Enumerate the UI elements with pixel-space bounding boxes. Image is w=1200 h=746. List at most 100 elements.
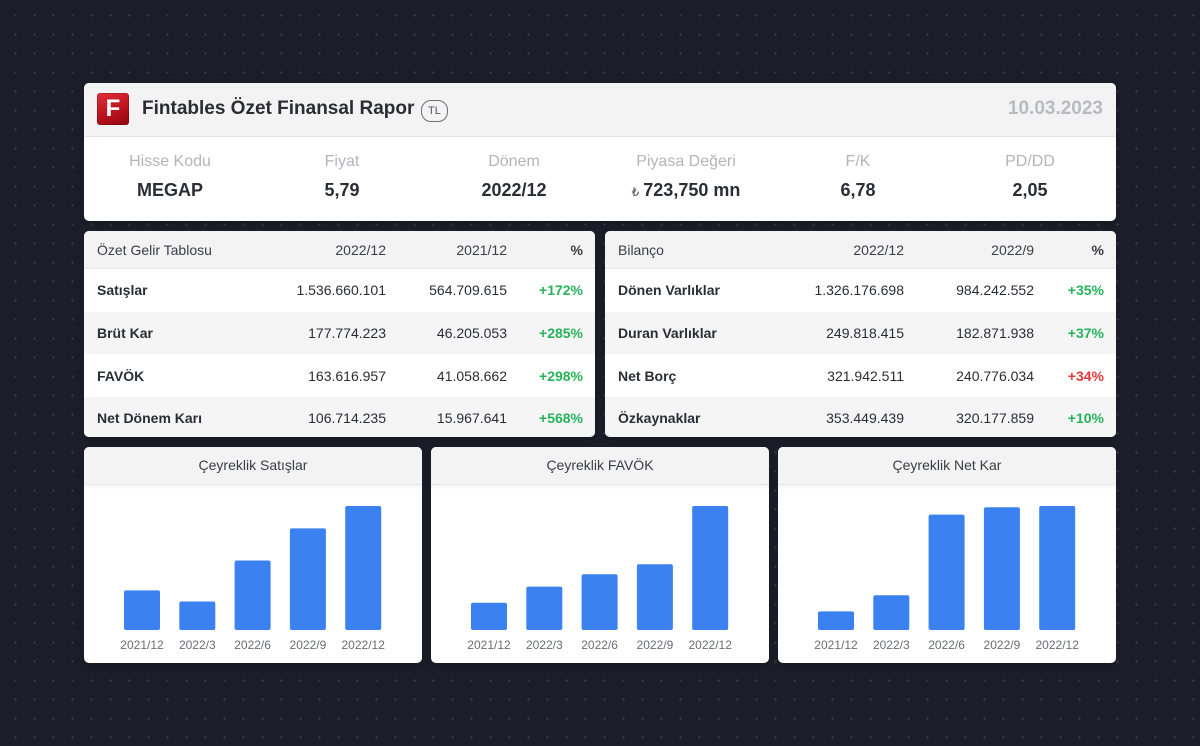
kpi-label: Hisse Kodu bbox=[129, 153, 211, 170]
bar-chart: 2021/12 2022/3 2022/6 2022/9 2022/12 bbox=[120, 506, 386, 652]
x-tick-label: 2021/12 bbox=[467, 638, 511, 652]
cell-value: 1.326.176.698 bbox=[814, 282, 904, 299]
bar-chart: 2021/12 2022/3 2022/6 2022/9 2022/12 bbox=[467, 506, 733, 652]
table-row: Brüt Kar 177.774.223 46.205.053 +285% bbox=[84, 311, 595, 355]
x-tick-label: 2022/3 bbox=[179, 638, 216, 652]
table-row: Net Dönem Karı 106.714.235 15.967.641 +5… bbox=[84, 397, 595, 437]
balance-sheet-table: Bilanço 2022/12 2022/9 % Dönen Varlıklar… bbox=[605, 231, 1116, 437]
row-label: Dönen Varlıklar bbox=[618, 282, 720, 299]
row-label: Net Borç bbox=[618, 367, 677, 384]
cell-value: 564.709.615 bbox=[429, 282, 507, 299]
cell-value: 46.205.053 bbox=[436, 325, 507, 342]
x-tick-label: 2022/12 bbox=[689, 638, 733, 652]
bar-2022/12 bbox=[345, 506, 382, 630]
kpi-value: 2022/12 bbox=[481, 180, 547, 200]
cell-value: 353.449.439 bbox=[826, 410, 904, 427]
row-label: Brüt Kar bbox=[97, 325, 154, 342]
kpi-label: PD/DD bbox=[1005, 153, 1055, 170]
kpi-label: F/K bbox=[845, 153, 871, 170]
quarterly-net-profit-chart: Çeyreklik Net Kar 2021/12 2022/3 2022/6 202… bbox=[778, 447, 1116, 663]
bar-2022/6 bbox=[928, 514, 965, 630]
row-label: FAVÖK bbox=[97, 367, 145, 384]
column-header: 2022/12 bbox=[335, 241, 386, 258]
cell-value: 321.942.511 bbox=[827, 367, 904, 384]
bar-2022/12 bbox=[1039, 506, 1076, 630]
lira-sign-icon: ₺ bbox=[631, 185, 640, 199]
chart-title: Çeyreklik Satışlar bbox=[84, 447, 422, 485]
fintables-logo-icon: F bbox=[97, 93, 129, 125]
kpi-pe-ratio: F/K 6,78 bbox=[772, 149, 944, 209]
x-tick-label: 2022/6 bbox=[928, 638, 965, 652]
kpi-value: 5,79 bbox=[324, 180, 360, 200]
bar-2022/9 bbox=[636, 564, 673, 630]
table-row: Dönen Varlıklar 1.326.176.698 984.242.55… bbox=[605, 269, 1116, 312]
kpi-label: Dönem bbox=[488, 153, 540, 170]
x-tick-label: 2022/6 bbox=[581, 638, 618, 652]
kpi-value: ₺ 723,750 mn bbox=[600, 175, 772, 205]
row-label: Duran Varlıklar bbox=[618, 325, 717, 342]
table-header: Bilanço 2022/12 2022/9 % bbox=[605, 231, 1116, 269]
cell-value: 249.818.415 bbox=[826, 325, 904, 342]
cell-value: 240.776.034 bbox=[956, 367, 1034, 384]
table-row: Satışlar 1.536.660.101 564.709.615 +172% bbox=[84, 269, 595, 312]
kpi-price: Fiyat 5,79 bbox=[256, 149, 428, 209]
change-percent: +172% bbox=[539, 282, 583, 299]
report-header: F Fintables Özet Finansal Rapor TL 10.03… bbox=[84, 83, 1116, 137]
cell-value: 182.871.938 bbox=[956, 325, 1034, 342]
quarterly-sales-chart: Çeyreklik Satışlar 2021/12 2022/3 2022/6 20… bbox=[84, 447, 422, 663]
cell-value: 320.177.859 bbox=[956, 410, 1034, 427]
change-percent: +10% bbox=[1067, 410, 1104, 427]
report-title: Fintables Özet Finansal Rapor bbox=[142, 98, 415, 119]
report-date: 10.03.2023 bbox=[1007, 98, 1103, 119]
cell-value: 41.058.662 bbox=[436, 367, 507, 384]
column-header: % bbox=[1091, 241, 1104, 258]
kpi-value: 2,05 bbox=[1012, 180, 1048, 200]
column-header: 2022/9 bbox=[991, 241, 1034, 258]
kpi-period: Dönem 2022/12 bbox=[428, 149, 600, 209]
bar-2022/12 bbox=[692, 506, 729, 630]
kpi-pb-ratio: PD/DD 2,05 bbox=[944, 149, 1116, 209]
cell-value: 984.242.552 bbox=[956, 282, 1034, 299]
table-row: Duran Varlıklar 249.818.415 182.871.938 … bbox=[605, 311, 1116, 355]
kpi-label: Piyasa Değeri bbox=[636, 153, 736, 170]
x-tick-label: 2022/12 bbox=[342, 638, 386, 652]
cell-value: 15.967.641 bbox=[436, 410, 507, 427]
bar-2022/3 bbox=[179, 601, 216, 630]
table-row: FAVÖK 163.616.957 41.058.662 +298% bbox=[84, 354, 595, 397]
x-tick-label: 2021/12 bbox=[120, 638, 164, 652]
column-header: 2021/12 bbox=[456, 241, 507, 258]
quarterly-favok-chart: Çeyreklik FAVÖK 2021/12 2022/3 2022/6 2022/… bbox=[431, 447, 769, 663]
summary-card: F Fintables Özet Finansal Rapor TL 10.03… bbox=[84, 83, 1116, 221]
column-header: 2022/12 bbox=[853, 241, 904, 258]
row-label: Özkaynaklar bbox=[618, 410, 701, 427]
bar-2022/3 bbox=[873, 595, 910, 630]
chart-title: Çeyreklik FAVÖK bbox=[431, 447, 769, 485]
x-tick-label: 2022/3 bbox=[526, 638, 563, 652]
table-row: Özkaynaklar 353.449.439 320.177.859 +10% bbox=[605, 397, 1116, 437]
change-percent: +568% bbox=[539, 410, 583, 427]
change-percent: +35% bbox=[1067, 282, 1104, 299]
row-label: Net Dönem Karı bbox=[97, 410, 203, 427]
kpi-label: Fiyat bbox=[324, 153, 360, 170]
column-header: Bilanço bbox=[618, 241, 664, 258]
kpi-value: MEGAP bbox=[136, 180, 203, 200]
x-tick-label: 2022/9 bbox=[984, 638, 1021, 652]
x-tick-label: 2022/3 bbox=[873, 638, 910, 652]
cell-value: 1.536.660.101 bbox=[296, 282, 386, 299]
bar-2021/12 bbox=[124, 590, 160, 630]
cell-value: 177.774.223 bbox=[308, 325, 386, 342]
kpi-row: Hisse Kodu MEGAP Fiyat 5,79 Dönem 2022/1… bbox=[84, 149, 1116, 209]
kpi-stock-code: Hisse Kodu MEGAP bbox=[84, 149, 256, 209]
x-tick-label: 2022/6 bbox=[234, 638, 271, 652]
bar-2021/12 bbox=[471, 602, 507, 630]
cell-value: 106.714.235 bbox=[308, 410, 386, 427]
table-row: Net Borç 321.942.511 240.776.034 +34% bbox=[605, 354, 1116, 397]
kpi-market-cap: Piyasa Değeri ₺ 723,750 mn bbox=[600, 149, 772, 209]
bar-2021/12 bbox=[818, 611, 854, 630]
bar-chart: 2021/12 2022/3 2022/6 2022/9 2022/12 bbox=[814, 506, 1080, 652]
bar-2022/3 bbox=[526, 586, 563, 630]
change-percent: +298% bbox=[539, 367, 583, 384]
bar-2022/6 bbox=[581, 574, 618, 630]
change-percent: +34% bbox=[1067, 367, 1104, 384]
x-tick-label: 2022/12 bbox=[1036, 638, 1080, 652]
